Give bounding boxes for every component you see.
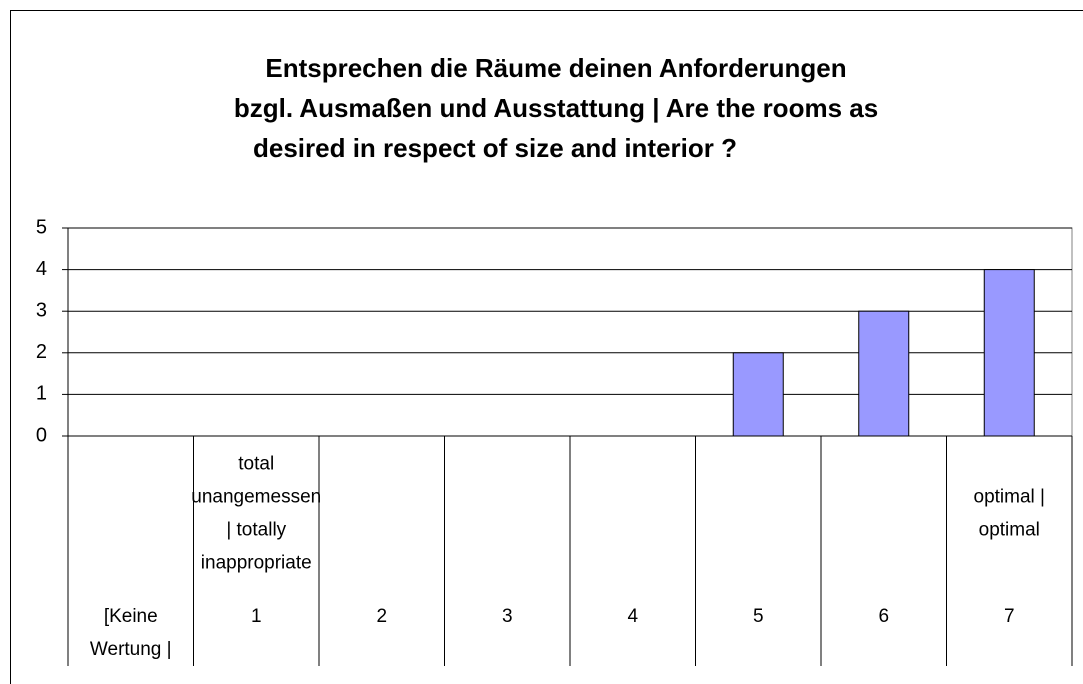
x-tick-label: 5 [753,606,764,627]
y-tick-label: 2 [36,341,47,363]
x-tick-label: optimal | optimal [974,487,1045,541]
x-tick-label: 7 [1004,606,1015,627]
y-tick-label: 0 [36,424,47,446]
x-tick-label: 3 [502,606,513,627]
x-tick-label: total unangemessen | totally inappropriate [191,454,321,574]
x-tick-label: 2 [376,606,387,627]
x-tick-label: 6 [878,606,889,627]
plot-area [67,227,1073,437]
y-tick-label: 1 [36,383,47,405]
x-tick-label: [Keine Wertung | [90,606,172,660]
x-tick-label: 1 [251,606,262,627]
y-tick-label: 5 [36,216,47,238]
y-tick-label: 3 [36,299,47,321]
bar [983,269,1035,437]
chart-title: desired in respect of size and interior … [253,133,737,163]
chart-title: Entsprechen die Räume deinen Anforderung… [265,53,846,83]
bar [732,352,784,437]
x-tick-label: 4 [627,606,638,627]
y-tick-label: 4 [36,258,47,280]
bar [858,310,910,437]
chart-title: bzgl. Ausmaßen und Ausstattung | Are the… [234,93,878,123]
